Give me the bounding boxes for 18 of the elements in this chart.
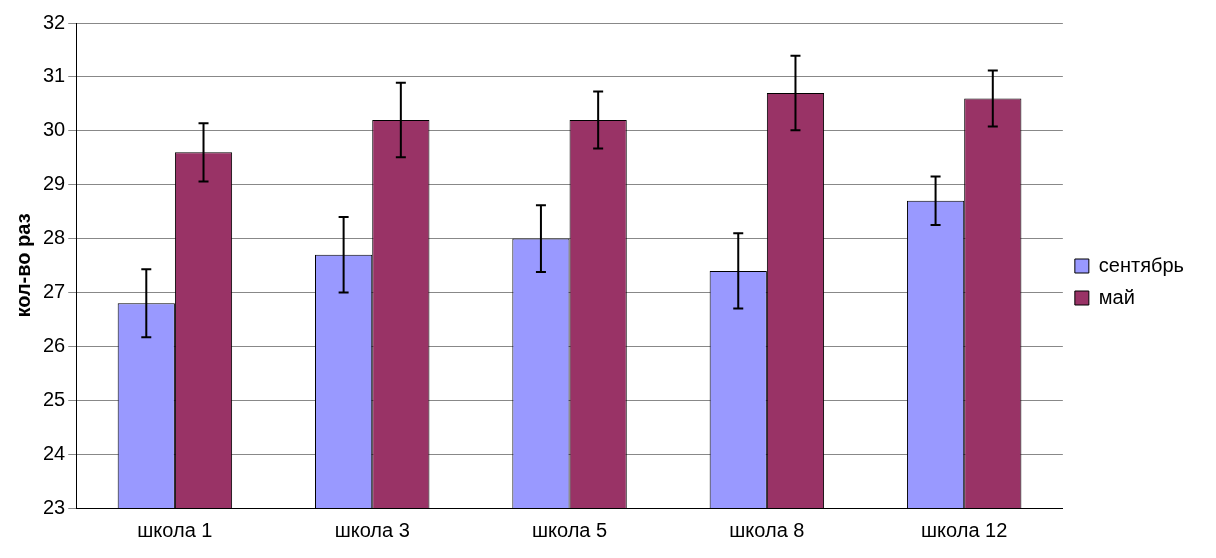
y-tick-label: 26 [43,333,66,356]
x-tick-label: школа 8 [729,518,805,541]
y-tick-label: 29 [43,172,66,195]
y-tick-label: 32 [43,10,66,33]
legend-label: май [1098,285,1135,308]
x-tick-label: школа 1 [137,518,213,541]
y-axis-title: кол-во раз [11,213,34,318]
x-tick-label: школа 3 [334,518,410,541]
legend-label: сентябрь [1098,253,1184,276]
y-tick-label: 27 [43,279,66,302]
y-tick-label: 25 [43,387,66,410]
y-tick-label: 23 [43,495,66,518]
x-tick-label: школа 12 [921,518,1008,541]
y-tick-label: 30 [43,118,66,141]
y-tick-label: 24 [43,441,66,464]
y-tick-label: 31 [43,64,66,87]
y-tick-label: 28 [43,226,66,249]
x-tick-label: школа 5 [531,518,608,541]
